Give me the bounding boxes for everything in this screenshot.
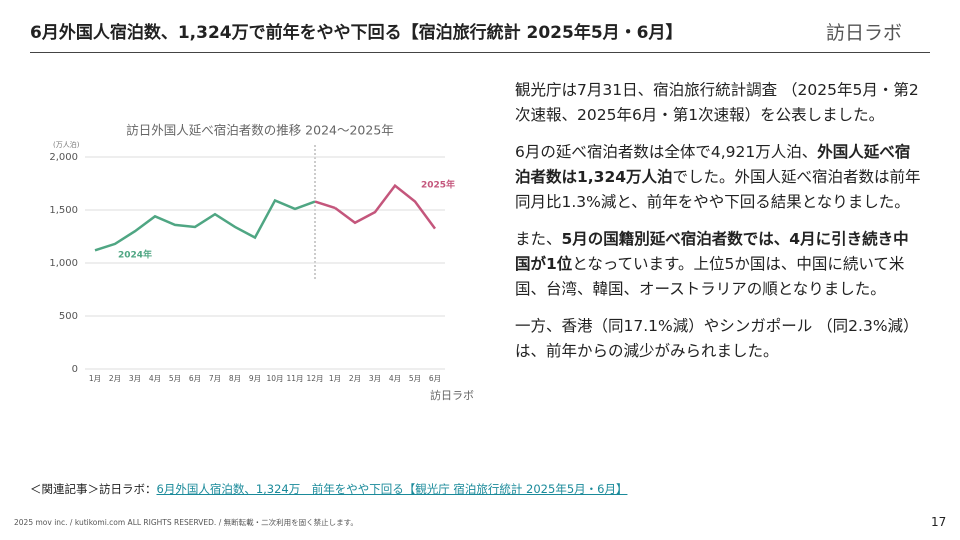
x-tick-label: 3月 (369, 374, 381, 383)
y-tick-label: 2,000 (49, 152, 78, 163)
body: 観光庁は7月31日、宿泊旅行統計調査 （2025年5月・第2次速報、2025年6… (515, 78, 923, 376)
logo: 訪日ラボ (826, 22, 903, 44)
x-tick-label: 2月 (109, 374, 121, 383)
series-line (94, 198, 316, 252)
x-tick-label: 9月 (249, 374, 261, 383)
y-axis-label: (万人泊) (53, 140, 80, 149)
y-tick-label: 500 (59, 311, 78, 322)
copyright: 2025 mov inc. / kutikomi.com ALL RIGHTS … (14, 518, 358, 527)
y-tick-label: 0 (72, 364, 78, 375)
x-tick-label: 4月 (389, 374, 401, 383)
x-tick-label: 4月 (149, 374, 161, 383)
series-line (334, 183, 437, 230)
chart-title: 訪日外国人延べ宿泊者数の推移 2024〜2025年 (126, 123, 394, 138)
x-tick-label: 5月 (169, 374, 181, 383)
x-tick-label: 1月 (89, 374, 101, 383)
y-tick-label: 1,000 (49, 258, 78, 269)
x-tick-label: 6月 (429, 374, 441, 383)
text: 6月の延べ宿泊者数は全体で4,921万人泊、 (515, 143, 818, 161)
series-label: 2024年 (118, 249, 152, 261)
text: 一方、香港（同17.1%減）やシンガポール （同2.3%減）は、前年からの減少が… (515, 317, 919, 360)
text: 観光庁は7月31日、宿泊旅行統計調査 （2025年5月・第2次速報、2025年6… (515, 81, 919, 124)
text: となっています。上位5か国は、中国に続いて米国、台湾、韓国、オーストラリアの順と… (515, 255, 905, 298)
series-connector (314, 200, 336, 210)
x-tick-label: 2月 (349, 374, 361, 383)
title: 6月外国人宿泊数、1,324万で前年をやや下回る【宿泊旅行統計 2025年5月・… (30, 23, 683, 43)
x-tick-label: 6月 (189, 374, 201, 383)
x-tick-label: 8月 (229, 374, 241, 383)
x-tick-label: 7月 (209, 374, 221, 383)
related-prefix: ＜関連記事＞訪日ラボ： (30, 482, 157, 496)
bold-text: 外国人延べ宿泊者数は1,324万人泊 (515, 143, 911, 186)
x-tick-label: 5月 (409, 374, 421, 383)
paragraph: また、5月の国籍別延べ宿泊者数では、4月に引き続き中国が1位となっています。上位… (515, 227, 923, 302)
paragraph: 観光庁は7月31日、宿泊旅行統計調査 （2025年5月・第2次速報、2025年6… (515, 78, 923, 128)
related-link[interactable]: 6月外国人宿泊数、1,324万 前年をやや下回る【観光庁 宿泊旅行統計 2025… (156, 482, 628, 496)
paragraph: 6月の延べ宿泊者数は全体で4,921万人泊、外国人延べ宿泊者数は1,324万人泊… (515, 140, 923, 215)
chart-logo: 訪日ラボ (430, 388, 474, 402)
y-tick-label: 1,500 (49, 205, 78, 216)
bold-text: 5月の国籍別延べ宿泊者数では、4月に引き続き中国が1位 (515, 230, 909, 273)
paragraph: 一方、香港（同17.1%減）やシンガポール （同2.3%減）は、前年からの減少が… (515, 314, 923, 364)
x-tick-label: 11月 (286, 374, 303, 383)
rule (30, 52, 930, 53)
x-tick-label: 12月 (306, 374, 323, 383)
x-tick-label: 10月 (266, 374, 283, 383)
page-number: 17 (931, 515, 947, 529)
text: でした。外国人延べ宿泊者数は前年同月比1.3%減と、前年をやや下回る結果となりま… (515, 168, 921, 211)
x-tick-label: 1月 (329, 374, 341, 383)
series-label: 2025年 (421, 179, 455, 191)
related: ＜関連記事＞訪日ラボ：6月外国人宿泊数、1,324万 前年をやや下回る【観光庁 … (30, 481, 627, 497)
text: また、 (515, 230, 562, 248)
x-tick-label: 3月 (129, 374, 141, 383)
